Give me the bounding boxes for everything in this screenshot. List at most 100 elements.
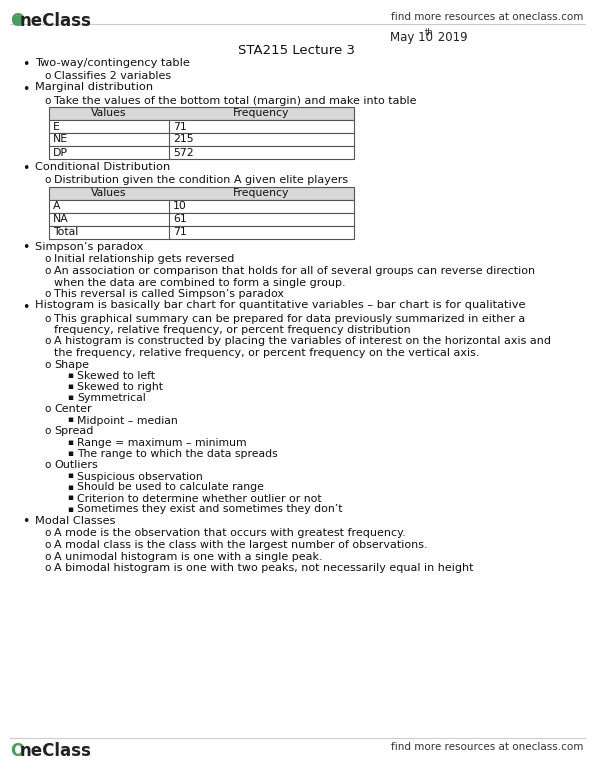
Text: Criterion to determine whether outlier or not: Criterion to determine whether outlier o…: [77, 494, 322, 504]
Text: A modal class is the class with the largest number of observations.: A modal class is the class with the larg…: [54, 540, 428, 550]
Text: •: •: [22, 58, 29, 71]
Text: Range = maximum – minimum: Range = maximum – minimum: [77, 438, 246, 448]
Text: ▪: ▪: [67, 471, 73, 480]
Text: o: o: [44, 71, 51, 81]
Text: O: O: [10, 742, 24, 760]
Text: o: o: [44, 360, 51, 370]
Text: Skewed to left: Skewed to left: [77, 371, 155, 381]
Text: Frequency: Frequency: [233, 188, 290, 198]
Text: A unimodal histogram is one with a single peak.: A unimodal histogram is one with a singl…: [54, 551, 322, 561]
Text: 10: 10: [173, 201, 187, 211]
Text: o: o: [44, 551, 51, 561]
Text: Shape: Shape: [54, 360, 89, 370]
Text: ▪: ▪: [67, 483, 73, 491]
Text: o: o: [44, 266, 51, 276]
Text: when the data are combined to form a single group.: when the data are combined to form a sin…: [54, 277, 346, 287]
Text: neClass: neClass: [20, 12, 92, 30]
Text: 215: 215: [173, 135, 193, 145]
Text: frequency, relative frequency, or percent frequency distribution: frequency, relative frequency, or percen…: [54, 325, 411, 335]
Bar: [49, 146, 354, 159]
Text: Suspicious observation: Suspicious observation: [77, 471, 203, 481]
Text: An association or comparison that holds for all of several groups can reverse di: An association or comparison that holds …: [54, 266, 535, 276]
Text: •: •: [22, 300, 29, 313]
Text: 61: 61: [173, 214, 187, 224]
Text: A mode is the observation that occurs with greatest frequency.: A mode is the observation that occurs wi…: [54, 528, 406, 538]
Text: Symmetrical: Symmetrical: [77, 393, 146, 403]
Text: o: o: [44, 289, 51, 299]
Text: Frequency: Frequency: [233, 109, 290, 119]
Text: Center: Center: [54, 404, 92, 414]
Text: Sometimes they exist and sometimes they don’t: Sometimes they exist and sometimes they …: [77, 504, 343, 514]
Bar: [49, 226, 354, 239]
Text: NA: NA: [53, 214, 69, 224]
Text: •: •: [22, 515, 29, 528]
Text: Should be used to calculate range: Should be used to calculate range: [77, 483, 264, 493]
Text: o: o: [44, 460, 51, 470]
Text: find more resources at oneclass.com: find more resources at oneclass.com: [391, 742, 583, 752]
Text: ▪: ▪: [67, 438, 73, 447]
Text: Values: Values: [91, 109, 127, 119]
Text: o: o: [44, 404, 51, 414]
Bar: [49, 120, 354, 133]
Text: Two-way/contingency table: Two-way/contingency table: [35, 58, 190, 68]
Text: Distribution given the condition A given elite players: Distribution given the condition A given…: [54, 175, 348, 185]
Text: Values: Values: [91, 188, 127, 198]
Text: ▪: ▪: [67, 504, 73, 514]
Text: neClass: neClass: [20, 742, 92, 760]
Text: Skewed to right: Skewed to right: [77, 382, 163, 392]
Text: •: •: [22, 82, 29, 95]
Text: ▪: ▪: [67, 393, 73, 402]
Text: Spread: Spread: [54, 427, 93, 437]
Text: o: o: [44, 313, 51, 323]
Text: Take the values of the bottom total (margin) and make into table: Take the values of the bottom total (mar…: [54, 95, 416, 105]
Text: find more resources at oneclass.com: find more resources at oneclass.com: [391, 12, 583, 22]
Text: Histogram is basically bar chart for quantitative variables – bar chart is for q: Histogram is basically bar chart for qua…: [35, 300, 525, 310]
Bar: [49, 199, 354, 213]
Text: Marginal distribution: Marginal distribution: [35, 82, 153, 92]
Text: STA215 Lecture 3: STA215 Lecture 3: [239, 44, 355, 57]
Text: Modal Classes: Modal Classes: [35, 515, 115, 525]
Text: o: o: [44, 95, 51, 105]
Text: th: th: [425, 28, 434, 37]
Bar: [49, 213, 354, 226]
Text: Classifies 2 variables: Classifies 2 variables: [54, 71, 171, 81]
Text: ▪: ▪: [67, 494, 73, 503]
Text: This reversal is called Simpson’s paradox: This reversal is called Simpson’s parado…: [54, 289, 284, 299]
Text: ▪: ▪: [67, 449, 73, 458]
Text: NE: NE: [53, 135, 68, 145]
Text: 572: 572: [173, 148, 193, 158]
Text: May 10: May 10: [390, 31, 433, 44]
Bar: [49, 107, 354, 120]
Text: The range to which the data spreads: The range to which the data spreads: [77, 449, 278, 459]
Text: o: o: [44, 563, 51, 573]
Text: A: A: [53, 201, 61, 211]
Text: o: o: [44, 175, 51, 185]
Text: Total: Total: [53, 227, 79, 237]
Text: 2019: 2019: [434, 31, 468, 44]
Text: ▪: ▪: [67, 382, 73, 391]
Text: This graphical summary can be prepared for data previously summarized in either : This graphical summary can be prepared f…: [54, 313, 525, 323]
Text: Initial relationship gets reversed: Initial relationship gets reversed: [54, 255, 234, 265]
Text: •: •: [22, 162, 29, 175]
Text: DP: DP: [53, 148, 68, 158]
Text: 71: 71: [173, 227, 187, 237]
Text: Midpoint – median: Midpoint – median: [77, 416, 178, 426]
Text: ▪: ▪: [67, 416, 73, 424]
Text: o: o: [44, 255, 51, 265]
Text: Simpson’s paradox: Simpson’s paradox: [35, 242, 143, 252]
Text: ●: ●: [12, 12, 23, 25]
Text: A histogram is constructed by placing the variables of interest on the horizonta: A histogram is constructed by placing th…: [54, 336, 551, 346]
Text: A bimodal histogram is one with two peaks, not necessarily equal in height: A bimodal histogram is one with two peak…: [54, 563, 474, 573]
Text: the frequency, relative frequency, or percent frequency on the vertical axis.: the frequency, relative frequency, or pe…: [54, 348, 480, 358]
Bar: [49, 133, 354, 146]
Text: o: o: [44, 427, 51, 437]
Text: •: •: [22, 242, 29, 255]
Text: O: O: [10, 12, 24, 30]
Text: o: o: [44, 540, 51, 550]
Text: 71: 71: [173, 122, 187, 132]
Text: Outliers: Outliers: [54, 460, 98, 470]
Text: ▪: ▪: [67, 371, 73, 380]
Bar: [49, 186, 354, 199]
Text: Conditional Distribution: Conditional Distribution: [35, 162, 170, 172]
Text: o: o: [44, 336, 51, 346]
